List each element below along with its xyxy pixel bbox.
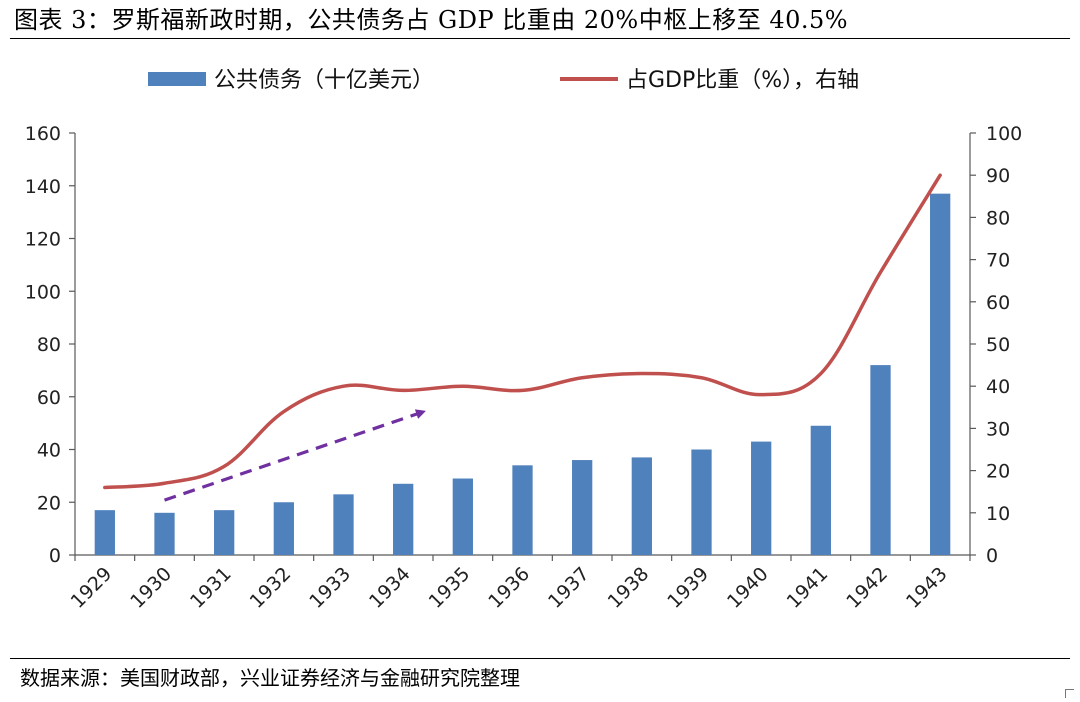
trend-arrow	[163, 409, 426, 502]
figure-title: 图表 3：罗斯福新政时期，公共债务占 GDP 比重由 20%中枢上移至 40.5…	[14, 6, 849, 34]
debt-bar	[154, 512, 175, 555]
right-tick-label: 80	[986, 207, 1010, 229]
right-tick-label: 20	[986, 461, 1010, 483]
x-tick-label: 1940	[723, 563, 773, 613]
chart: 公共债务（十亿美元） 占GDP比重（%），右轴 0204060801001201…	[25, 68, 1023, 613]
debt-bar	[393, 483, 414, 555]
x-tick-label: 1933	[305, 563, 355, 613]
right-tick-label: 60	[986, 292, 1010, 314]
left-tick-label: 20	[37, 492, 61, 514]
debt-bar	[273, 502, 294, 555]
left-tick-label: 120	[25, 229, 61, 251]
x-tick-label: 1930	[126, 563, 176, 613]
debt-bar	[333, 494, 354, 555]
debt-bar	[870, 365, 891, 555]
x-axis-ticks: 1929 1930 1931 1932 1933 1934 1935 1936 1937 1938…	[67, 555, 971, 613]
x-tick-label: 1934	[365, 563, 415, 613]
x-tick-label: 1943	[902, 563, 952, 613]
x-tick-label: 1939	[663, 563, 713, 613]
debt-bar	[512, 465, 533, 555]
debt-bar	[810, 425, 831, 555]
right-tick-label: 100	[986, 123, 1022, 145]
legend-bar-swatch	[148, 72, 206, 86]
right-tick-label: 10	[986, 503, 1010, 525]
x-tick-label: 1937	[544, 563, 594, 613]
debt-bar	[631, 457, 652, 555]
left-tick-label: 80	[37, 334, 61, 356]
gdp-ratio-line	[103, 173, 942, 490]
debt-bar	[572, 460, 593, 555]
left-axis-ticks: 0 20 40 60 80 100 120 140 160	[25, 123, 75, 567]
left-tick-label: 40	[37, 440, 61, 462]
debt-bars	[94, 193, 951, 555]
x-tick-label: 1941	[783, 563, 833, 613]
right-tick-label: 90	[986, 165, 1010, 187]
x-tick-label: 1935	[425, 563, 475, 613]
right-tick-label: 70	[986, 250, 1010, 272]
source-rule	[10, 658, 1070, 659]
left-tick-label: 0	[49, 545, 61, 567]
trend-arrow-line	[163, 409, 426, 502]
x-tick-label: 1936	[484, 563, 534, 613]
left-tick-label: 140	[25, 176, 61, 198]
debt-bar	[94, 510, 115, 555]
debt-bar	[751, 441, 772, 555]
right-tick-label: 30	[986, 418, 1010, 440]
debt-bar	[691, 449, 712, 555]
legend-bar-label: 公共债务（十亿美元）	[214, 68, 434, 93]
left-tick-label: 100	[25, 281, 61, 303]
right-tick-label: 0	[986, 545, 998, 567]
x-tick-label: 1929	[67, 563, 117, 613]
debt-bar	[214, 510, 235, 555]
right-axis-ticks: 0 10 20 30 40 50 60 70 80 90 100	[970, 123, 1022, 567]
x-tick-label: 1938	[604, 563, 654, 613]
source-note: 数据来源：美国财政部，兴业证券经济与金融研究院整理	[20, 666, 520, 690]
legend: 公共债务（十亿美元） 占GDP比重（%），右轴	[148, 68, 859, 93]
right-tick-label: 50	[986, 334, 1010, 356]
legend-line-label: 占GDP比重（%），右轴	[626, 68, 859, 93]
x-tick-label: 1931	[186, 563, 236, 613]
corner-mark	[1065, 689, 1074, 698]
gdp-ratio-curve	[103, 173, 942, 490]
right-tick-label: 40	[986, 376, 1010, 398]
left-tick-label: 60	[37, 387, 61, 409]
left-tick-label: 160	[25, 123, 61, 145]
debt-bar	[930, 193, 951, 555]
x-tick-label: 1932	[246, 563, 296, 613]
x-tick-label: 1942	[842, 563, 892, 613]
debt-bar	[452, 478, 473, 555]
title-rule	[10, 38, 1070, 39]
